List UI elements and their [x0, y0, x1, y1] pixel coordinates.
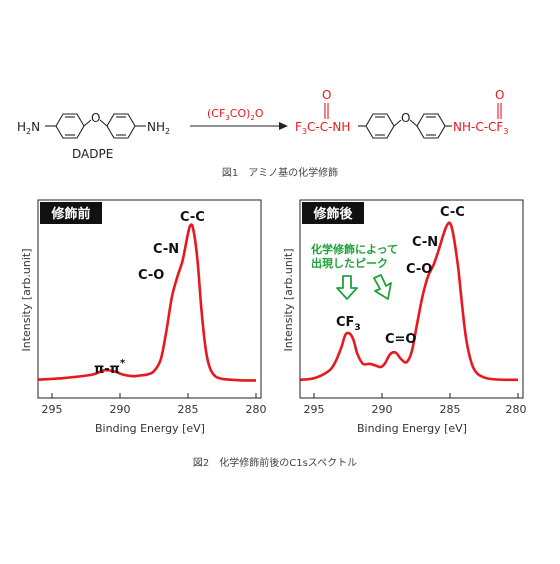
- x-ticks: 295 290 285 280: [42, 393, 267, 416]
- peak-label-cc: C-C: [440, 205, 465, 220]
- peak-label-pipi: π-π*: [94, 358, 126, 377]
- annotation-line1: 化学修飾によって: [311, 242, 398, 256]
- benzene-ring: [55, 113, 85, 139]
- peak-label-cn: C-N: [153, 242, 179, 257]
- tick-label: 290: [110, 403, 131, 416]
- reaction-scheme: H2N O NH2 DADPE (CF3CO)2O F3C-: [17, 88, 508, 179]
- tick-label: 285: [178, 403, 199, 416]
- peak-label-cn: C-N: [412, 235, 438, 250]
- tick-label: 295: [42, 403, 63, 416]
- annotation-arrow: [373, 274, 392, 300]
- product-left-group: F3C-C-NH: [295, 120, 350, 136]
- plot-frame: [37, 199, 262, 399]
- peak-label-carbonyl: C=O: [385, 332, 416, 347]
- tick-label: 280: [506, 403, 527, 416]
- spectrum-curve: [300, 221, 519, 382]
- tick-label: 295: [304, 403, 325, 416]
- benzene-ring: [365, 113, 395, 139]
- reactant-name: DADPE: [72, 147, 113, 161]
- reactant-right-amine: NH2: [147, 120, 170, 136]
- peak-label-cf3: CF3: [336, 315, 361, 333]
- tick-label: 280: [246, 403, 267, 416]
- plot-frame: [299, 199, 524, 399]
- panel-tag: 修飾後: [312, 206, 353, 222]
- spectrum-panel-before: 修飾前 Intensity [arb.unit] 295 290 285 280…: [20, 199, 267, 435]
- peak-label-co: C-O: [406, 262, 432, 277]
- x-ticks: 295 290 285 280: [304, 393, 527, 416]
- carbonyl-oxygen-left: O: [322, 88, 331, 102]
- figure2-caption: 図2 化学修飾前後のC1sスペクトル: [193, 456, 357, 469]
- y-axis-label: Intensity [arb.unit]: [20, 248, 33, 351]
- reagent: (CF3CO)2O: [207, 107, 264, 122]
- carbonyl-oxygen-right: O: [495, 88, 504, 102]
- figure1-caption: 図1 アミノ基の化学修飾: [222, 166, 338, 179]
- peak-label-cc: C-C: [180, 210, 205, 225]
- panel-tag-bg: [40, 202, 102, 224]
- x-axis-label: Binding Energy [eV]: [95, 422, 205, 435]
- spectrum-curve: [38, 223, 257, 382]
- ether-oxygen: O: [91, 111, 100, 125]
- annotation-arrow: [336, 275, 358, 300]
- benzene-ring: [416, 113, 446, 139]
- tick-label: 290: [372, 403, 393, 416]
- product-right-group: NH-C-CF3: [453, 120, 508, 136]
- ether-oxygen: O: [401, 111, 410, 125]
- y-axis-label: Intensity [arb.unit]: [282, 248, 295, 351]
- annotation-line2: 出現したピーク: [311, 256, 388, 270]
- reactant-left-amine: H2N: [17, 120, 40, 136]
- panel-tag: 修飾前: [50, 206, 90, 222]
- benzene-ring: [106, 113, 136, 139]
- peak-label-co: C-O: [138, 268, 164, 283]
- spectrum-panel-after: 修飾後 Intensity [arb.unit] 295 290 285 280…: [282, 199, 527, 435]
- x-axis-label: Binding Energy [eV]: [357, 422, 467, 435]
- panel-tag-bg: [302, 202, 364, 224]
- tick-label: 285: [440, 403, 461, 416]
- annotation: 化学修飾によって 出現したピーク: [311, 242, 398, 270]
